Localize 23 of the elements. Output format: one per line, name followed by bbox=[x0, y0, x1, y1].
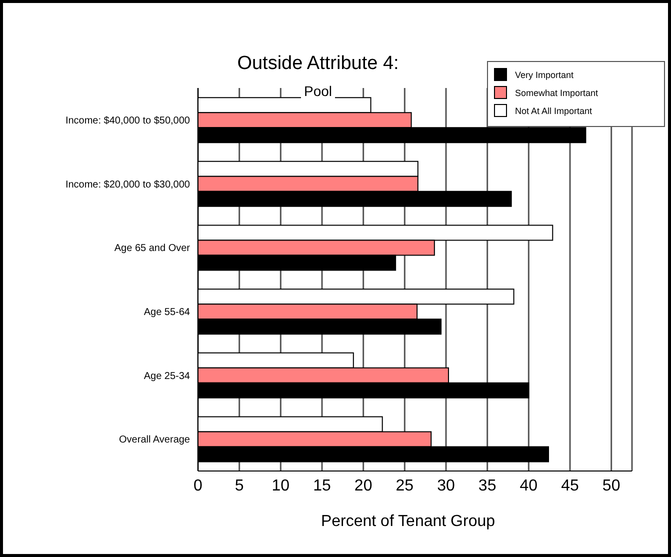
legend-label: Very Important bbox=[515, 70, 574, 80]
x-tick-label: 40 bbox=[520, 477, 538, 494]
legend-label: Not At All Important bbox=[515, 106, 592, 116]
y-tick-label: Age 55-64 bbox=[144, 306, 190, 318]
x-tick-label: 15 bbox=[313, 477, 331, 494]
x-axis-title: Percent of Tenant Group bbox=[320, 513, 496, 531]
legend-label: Somewhat Important bbox=[515, 88, 598, 98]
x-tick-label: 45 bbox=[561, 477, 579, 494]
chart-title: Outside Attribute 4: bbox=[236, 53, 400, 75]
y-tick-label: Age 25-34 bbox=[144, 370, 190, 382]
x-tick-label: 30 bbox=[437, 477, 455, 494]
x-tick-label: 25 bbox=[396, 477, 414, 494]
x-tick-label: 10 bbox=[272, 477, 290, 494]
y-tick-label: Income: $20,000 to $30,000 bbox=[65, 179, 190, 190]
y-tick-label: Income: $40,000 to $50,000 bbox=[65, 115, 190, 126]
x-tick-label: 0 bbox=[194, 477, 203, 494]
x-tick-label: 20 bbox=[354, 477, 372, 494]
chart-subtitle: Pool bbox=[300, 83, 336, 99]
y-tick-label: Age 65 and Over bbox=[114, 243, 191, 254]
y-tick-label: Overall Average bbox=[119, 434, 190, 446]
x-tick-label: 35 bbox=[478, 477, 496, 494]
x-tick-label: 50 bbox=[602, 477, 620, 494]
x-tick-label: 5 bbox=[234, 477, 244, 494]
